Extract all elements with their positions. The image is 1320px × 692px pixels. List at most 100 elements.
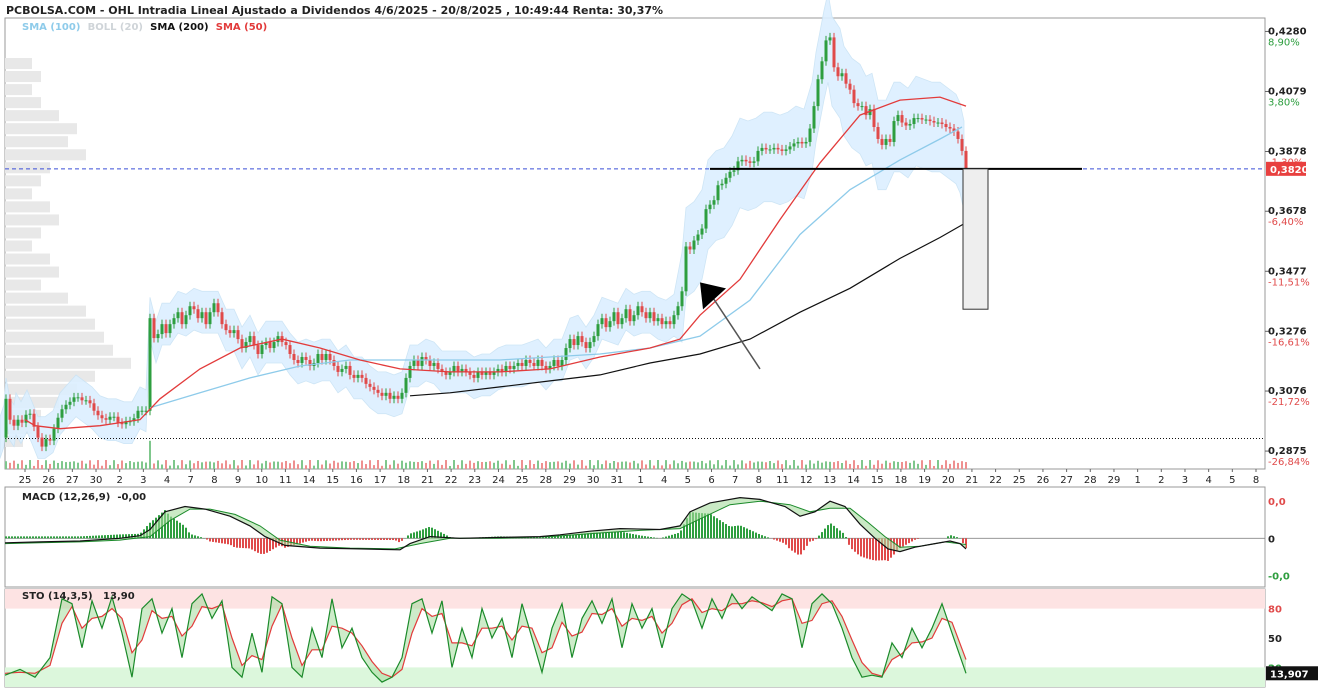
macd-histogram-bar — [545, 536, 547, 539]
candle-body — [720, 183, 724, 186]
candle-body — [648, 312, 652, 319]
candle-body — [800, 141, 804, 144]
candle-body — [504, 365, 508, 372]
volume-bar — [753, 462, 755, 469]
volume-bar — [709, 460, 711, 469]
volume-bar — [261, 463, 263, 469]
candle-body — [360, 374, 364, 378]
candle-body — [928, 119, 932, 122]
candle-body — [548, 365, 552, 369]
macd-histogram-bar — [68, 536, 70, 539]
volume-bar — [197, 460, 199, 469]
macd-histogram-bar — [710, 514, 712, 539]
last-price-tag — [1266, 161, 1306, 176]
macd-histogram-bar — [11, 536, 13, 539]
macd-histogram-bar — [380, 538, 382, 540]
candle-body — [96, 410, 100, 416]
macd-histogram-bar — [830, 523, 832, 539]
macd-histogram-bar — [29, 536, 31, 539]
candle-body — [112, 416, 116, 418]
macd-histogram-bar — [950, 535, 952, 539]
macd-histogram-bar — [731, 526, 733, 539]
legend-sma50[interactable]: SMA (50) — [215, 22, 268, 33]
candle-body — [880, 138, 884, 145]
volume-bar — [813, 463, 815, 469]
volume-bar — [801, 460, 803, 469]
x-tick-label: 4 — [661, 475, 667, 486]
volume-bar — [689, 461, 691, 469]
candle-body — [400, 392, 404, 399]
candle-body — [460, 368, 464, 372]
volume-bar — [773, 463, 775, 469]
candle-body — [632, 315, 636, 322]
macd-histogram-bar — [239, 538, 241, 548]
macd-histogram-bar — [530, 537, 532, 539]
volume-bar — [489, 461, 491, 469]
volume-bar — [473, 462, 475, 469]
macd-histogram-bar — [371, 538, 373, 540]
macd-histogram-bar — [299, 538, 301, 544]
legend-boll[interactable]: BOLL (20) — [87, 22, 143, 33]
volume-bar — [121, 460, 123, 469]
candle-body — [816, 79, 820, 107]
volume-bar — [165, 460, 167, 469]
volume-bar — [325, 460, 327, 469]
macd-histogram-bar — [671, 534, 673, 539]
sto-oversold-zone — [5, 667, 1265, 687]
volume-bar — [17, 463, 19, 469]
candle-body — [444, 371, 448, 375]
volume-bar — [385, 460, 387, 469]
volume-bar — [617, 462, 619, 469]
candle-body — [660, 318, 664, 325]
volume-bar — [257, 460, 259, 469]
volume-bar — [937, 460, 939, 469]
volume-bar — [581, 460, 583, 469]
arrow-shaft — [707, 289, 761, 370]
volume-profile-bar — [5, 71, 41, 83]
volume-profile-bar — [5, 305, 86, 317]
candle-body — [48, 439, 52, 441]
x-tick-label: 25 — [1013, 475, 1026, 486]
volume-bar — [445, 460, 447, 469]
macd-histogram-bar — [839, 530, 841, 539]
sto-overbought-zone — [5, 589, 1265, 609]
candle-body — [420, 356, 424, 366]
macd-label: MACD (12,26,9) -0,00 — [22, 492, 147, 503]
volume-bar — [173, 460, 175, 469]
macd-histogram-bar — [626, 532, 628, 539]
macd-histogram-bar — [338, 538, 340, 541]
macd-histogram-bar — [857, 538, 859, 555]
volume-bar — [341, 461, 343, 469]
candle-body — [20, 419, 24, 423]
x-tick-label: 4 — [164, 475, 170, 486]
macd-histogram-bar — [644, 536, 646, 539]
candle-body — [532, 362, 536, 366]
macd-histogram-bar — [734, 525, 736, 539]
candle-body — [92, 403, 96, 411]
legend-sma100[interactable]: SMA (100) — [22, 22, 81, 33]
candle-body — [692, 240, 696, 250]
candle-body — [56, 417, 60, 429]
candle-body — [616, 312, 620, 325]
candle-body — [152, 318, 156, 339]
macd-histogram-bar — [116, 534, 118, 539]
x-tick-label: 17 — [374, 475, 387, 486]
candle-body — [432, 362, 436, 366]
macd-histogram-bar — [311, 538, 313, 541]
volume-bar — [869, 460, 871, 469]
candle-body — [640, 306, 644, 313]
volume-bar — [109, 465, 111, 469]
volume-bar — [365, 464, 367, 469]
candle-body — [364, 377, 368, 384]
legend-sma200[interactable]: SMA (200) — [150, 22, 209, 33]
macd-histogram-bar — [167, 513, 169, 539]
candle-body — [348, 365, 352, 375]
volume-bar — [529, 460, 531, 469]
volume-bar — [561, 462, 563, 469]
candle-body — [560, 359, 564, 366]
x-tick-label: 18 — [895, 475, 908, 486]
macd-histogram-bar — [317, 538, 319, 542]
candle-body — [220, 312, 224, 325]
macd-histogram-bar — [914, 538, 916, 540]
